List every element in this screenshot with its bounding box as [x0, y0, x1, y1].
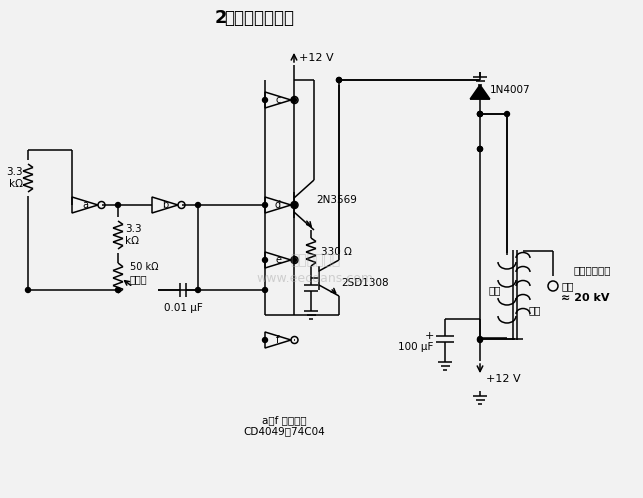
Circle shape	[478, 337, 482, 342]
Circle shape	[478, 112, 482, 117]
Text: 50 kΩ
电位器: 50 kΩ 电位器	[130, 262, 159, 284]
Circle shape	[478, 146, 482, 151]
Circle shape	[262, 257, 267, 262]
Text: 万伏高压发生器: 万伏高压发生器	[224, 9, 294, 27]
Text: 2: 2	[215, 9, 228, 27]
Circle shape	[116, 203, 120, 208]
Text: +12 V: +12 V	[486, 374, 521, 384]
Text: 0.01 μF: 0.01 μF	[163, 303, 203, 313]
Circle shape	[26, 287, 30, 292]
Circle shape	[291, 203, 296, 208]
Circle shape	[291, 257, 296, 262]
Circle shape	[291, 98, 296, 103]
Circle shape	[336, 78, 341, 83]
Polygon shape	[470, 85, 490, 99]
Text: 次级: 次级	[529, 305, 541, 315]
Circle shape	[292, 203, 297, 208]
Circle shape	[195, 287, 201, 292]
Circle shape	[336, 78, 341, 83]
Text: a: a	[82, 200, 88, 210]
Text: 输出: 输出	[561, 281, 574, 291]
Text: c: c	[275, 95, 281, 105]
Text: e: e	[275, 255, 281, 265]
Circle shape	[478, 112, 482, 117]
Circle shape	[478, 146, 482, 151]
Text: d: d	[275, 200, 281, 210]
Text: a－f 六部分为
CD4049或74C04: a－f 六部分为 CD4049或74C04	[243, 415, 325, 437]
Text: 初级: 初级	[489, 285, 502, 295]
Text: 3.3
kΩ: 3.3 kΩ	[125, 224, 141, 246]
Text: ≈ 20 kV: ≈ 20 kV	[561, 293, 610, 303]
Text: +: +	[424, 331, 434, 341]
Circle shape	[262, 287, 267, 292]
Text: 电子发烧友网: 电子发烧友网	[290, 253, 340, 267]
Circle shape	[478, 338, 482, 343]
Text: +12 V: +12 V	[299, 53, 334, 63]
Circle shape	[262, 98, 267, 103]
Text: 2N3569: 2N3569	[316, 195, 357, 205]
Text: 100 μF: 100 μF	[397, 342, 433, 352]
Text: 330 Ω: 330 Ω	[321, 247, 352, 257]
Text: f: f	[276, 335, 280, 345]
Text: 2SD1308: 2SD1308	[341, 278, 388, 288]
Circle shape	[116, 287, 120, 292]
Text: b: b	[162, 200, 168, 210]
Text: 自动点火线圈: 自动点火线圈	[573, 265, 610, 275]
Circle shape	[505, 112, 509, 117]
Text: 3.3
kΩ: 3.3 kΩ	[6, 167, 23, 189]
Circle shape	[262, 338, 267, 343]
Circle shape	[195, 203, 201, 208]
Circle shape	[478, 112, 482, 117]
Text: www.eecdans.com: www.eecdans.com	[257, 271, 374, 284]
Circle shape	[262, 203, 267, 208]
Text: 1N4007: 1N4007	[490, 85, 530, 95]
